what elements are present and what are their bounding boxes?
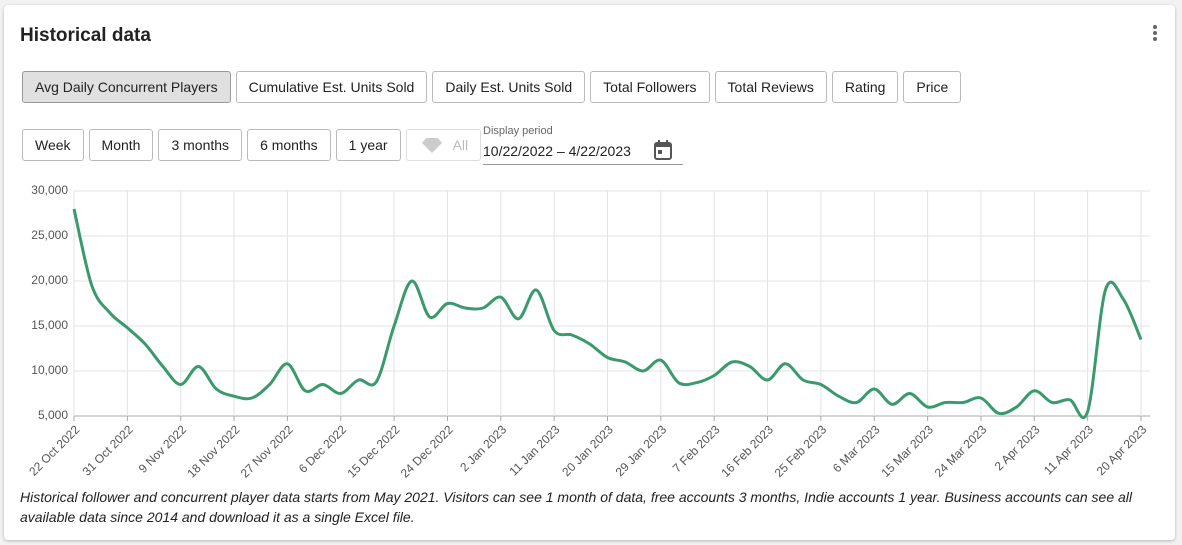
x-tick-label: 6 Mar 2023 bbox=[830, 422, 883, 475]
tab[interactable]: Price bbox=[903, 71, 962, 103]
date-picker[interactable]: Display period 10/22/2022 – 4/22/2023 bbox=[483, 125, 683, 165]
x-tick-label: 2 Jan 2023 bbox=[457, 422, 509, 474]
tab[interactable]: Avg Daily Concurrent Players bbox=[22, 71, 231, 103]
x-tick-label: 7 Feb 2023 bbox=[670, 422, 723, 475]
tab-row: Avg Daily Concurrent Players Cumulative … bbox=[22, 71, 962, 103]
tab[interactable]: Daily Est. Units Sold bbox=[432, 71, 586, 103]
x-tick-label: 24 Dec 2022 bbox=[398, 422, 456, 480]
period-button[interactable]: 1 year bbox=[335, 129, 401, 161]
tab[interactable]: Total Reviews bbox=[714, 71, 827, 103]
x-tick-label: 27 Nov 2022 bbox=[238, 422, 296, 480]
period-button[interactable]: Month bbox=[88, 129, 154, 161]
y-tick-label: 10,000 bbox=[31, 363, 68, 377]
period-label: All bbox=[452, 137, 469, 153]
period-row: Week Month 3 months 6 months 1 year All bbox=[22, 129, 482, 161]
y-tick-label: 5,000 bbox=[38, 408, 68, 422]
x-tick-label: 16 Feb 2023 bbox=[718, 422, 776, 480]
x-tick-label: 11 Jan 2023 bbox=[507, 422, 563, 478]
date-picker-value: 10/22/2022 – 4/22/2023 bbox=[483, 143, 631, 159]
x-tick-label: 25 Feb 2023 bbox=[772, 422, 830, 480]
chart: 5,000 10,000 15,000 20,000 25,000 30,000 22 Oc… bbox=[26, 183, 1150, 480]
x-tick-label: 2 Apr 2023 bbox=[992, 422, 1043, 473]
tab[interactable]: Total Followers bbox=[590, 71, 710, 103]
tab[interactable]: Rating bbox=[831, 71, 899, 103]
period-button[interactable]: 6 months bbox=[247, 129, 331, 161]
date-picker-label: Display period bbox=[483, 125, 553, 137]
card: Historical data Avg Daily Concurrent Pla… bbox=[4, 5, 1175, 540]
x-tick-label: 22 Oct 2022 bbox=[26, 422, 82, 478]
calendar-icon bbox=[654, 140, 672, 160]
x-tick-label: 20 Jan 2023 bbox=[559, 422, 616, 479]
x-tick-label: 15 Mar 2023 bbox=[878, 422, 936, 480]
data-line bbox=[72, 208, 1143, 420]
x-tick-label: 15 Dec 2022 bbox=[344, 422, 402, 480]
x-tick-label: 11 Apr 2023 bbox=[1041, 422, 1096, 477]
period-button[interactable]: 3 months bbox=[158, 129, 243, 161]
x-tick-label: 9 Nov 2022 bbox=[136, 422, 190, 476]
period-button: All bbox=[405, 129, 482, 161]
footnote: Historical follower and concurrent playe… bbox=[20, 489, 1133, 525]
y-tick-label: 20,000 bbox=[31, 273, 68, 287]
y-tick-label: 15,000 bbox=[31, 318, 68, 332]
x-tick-label: 20 Apr 2023 bbox=[1094, 422, 1150, 478]
x-tick-label: 24 Mar 2023 bbox=[932, 422, 990, 480]
x-tick-label: 29 Jan 2023 bbox=[613, 422, 670, 479]
tab[interactable]: Cumulative Est. Units Sold bbox=[235, 71, 428, 103]
card-title: Historical data bbox=[20, 25, 151, 46]
x-tick-label: 6 Dec 2022 bbox=[296, 422, 350, 476]
y-tick-label: 25,000 bbox=[31, 228, 68, 242]
menu-icon[interactable] bbox=[1150, 23, 1166, 43]
x-tick-label: 31 Oct 2022 bbox=[80, 422, 136, 478]
diamond-icon bbox=[421, 138, 442, 153]
period-button[interactable]: Week bbox=[22, 129, 84, 161]
y-tick-label: 30,000 bbox=[31, 183, 68, 197]
x-tick-label: 18 Nov 2022 bbox=[184, 422, 242, 480]
